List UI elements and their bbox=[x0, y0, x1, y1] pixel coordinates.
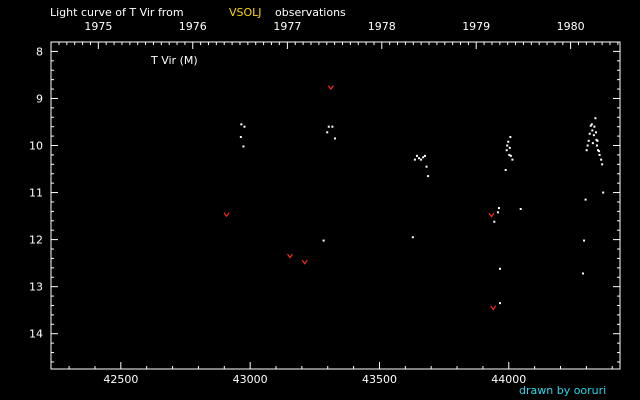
observation-point bbox=[333, 137, 336, 140]
y-tick-label: 14 bbox=[29, 328, 43, 341]
observation-point bbox=[590, 123, 593, 126]
observation-point bbox=[598, 153, 601, 156]
observation-point bbox=[498, 267, 501, 270]
observation-point bbox=[591, 142, 594, 145]
observation-point bbox=[602, 191, 605, 194]
y-tick-label: 13 bbox=[29, 281, 43, 294]
series-label: T Vir (M) bbox=[150, 54, 198, 67]
observation-point bbox=[243, 125, 246, 128]
fainter-than-marker bbox=[286, 253, 293, 259]
observation-point bbox=[583, 239, 586, 242]
fainter-than-marker bbox=[327, 85, 334, 91]
observation-point bbox=[411, 236, 414, 239]
observation-point bbox=[505, 149, 508, 152]
observation-point bbox=[504, 168, 507, 171]
chart-title-suffix: observations bbox=[275, 6, 346, 19]
credit-text: drawn by ooruri bbox=[519, 384, 606, 397]
year-tick-label: 1978 bbox=[368, 20, 396, 33]
observation-point bbox=[239, 136, 242, 139]
observation-point bbox=[415, 154, 418, 157]
observation-point bbox=[588, 132, 591, 135]
observation-point bbox=[600, 158, 603, 161]
observation-point bbox=[507, 140, 510, 143]
observation-point bbox=[425, 165, 428, 168]
year-axis: 1975 1976 1977 1978 1979 1980 bbox=[50, 20, 619, 49]
observation-point bbox=[242, 145, 245, 148]
y-tick-label: 12 bbox=[29, 234, 43, 247]
chart-title-prefix: Light curve of T Vir from bbox=[50, 6, 184, 19]
year-tick-label: 1977 bbox=[273, 20, 301, 33]
observation-point bbox=[326, 131, 329, 134]
observation-point bbox=[506, 144, 509, 147]
observation-point bbox=[598, 150, 601, 153]
y-tick-label: 8 bbox=[36, 45, 43, 58]
observation-point bbox=[595, 138, 598, 141]
observation-point bbox=[589, 124, 592, 127]
observation-point bbox=[582, 272, 585, 275]
year-tick-label: 1975 bbox=[84, 20, 112, 33]
fainter-than-marker bbox=[301, 259, 308, 265]
observation-point bbox=[585, 149, 588, 152]
observation-point bbox=[496, 211, 499, 214]
observation-point bbox=[508, 153, 511, 156]
y-tick-label: 11 bbox=[29, 187, 43, 200]
year-tick-label: 1979 bbox=[462, 20, 490, 33]
observation-point bbox=[508, 146, 511, 149]
observation-point bbox=[240, 123, 243, 126]
observation-point bbox=[420, 158, 423, 161]
observation-point bbox=[509, 154, 512, 157]
observation-point bbox=[586, 144, 589, 147]
observation-point bbox=[596, 139, 599, 142]
observation-point bbox=[595, 144, 598, 147]
x-tick-label: 44000 bbox=[491, 373, 526, 386]
observation-point bbox=[587, 139, 590, 142]
observation-point bbox=[594, 131, 597, 134]
year-tick-label: 1980 bbox=[557, 20, 585, 33]
year-tick-label: 1976 bbox=[179, 20, 207, 33]
fainter-than-marker bbox=[488, 212, 495, 218]
observation-point bbox=[322, 239, 325, 242]
chart-title-highlight: VSOLJ bbox=[229, 6, 262, 19]
plot-frame bbox=[50, 41, 621, 370]
observation-point bbox=[413, 158, 416, 161]
x-tick-label: 43500 bbox=[362, 373, 397, 386]
observation-point bbox=[594, 117, 597, 120]
y-tick-label: 9 bbox=[36, 92, 43, 105]
x-tick-label: 42500 bbox=[103, 373, 138, 386]
observation-point bbox=[422, 156, 425, 159]
observation-point bbox=[493, 220, 496, 223]
observation-point bbox=[498, 302, 501, 305]
observation-point bbox=[418, 157, 421, 160]
observation-point bbox=[427, 175, 430, 178]
observation-point bbox=[601, 163, 604, 166]
observation-point bbox=[331, 125, 334, 128]
observation-point bbox=[423, 154, 426, 157]
observation-point bbox=[591, 129, 594, 132]
observation-point bbox=[327, 125, 330, 128]
x-tick-label: 43000 bbox=[233, 373, 268, 386]
observation-point bbox=[519, 208, 522, 211]
observation-point bbox=[497, 207, 500, 210]
observation-point bbox=[511, 158, 514, 161]
observation-point bbox=[592, 134, 595, 137]
observation-point bbox=[597, 149, 600, 152]
observation-point bbox=[509, 136, 512, 139]
observation-point bbox=[584, 198, 587, 201]
data-points bbox=[223, 85, 605, 311]
fainter-than-marker bbox=[223, 212, 230, 218]
fainter-than-marker bbox=[490, 305, 497, 311]
observation-point bbox=[593, 125, 596, 128]
y-tick-label: 10 bbox=[29, 140, 43, 153]
